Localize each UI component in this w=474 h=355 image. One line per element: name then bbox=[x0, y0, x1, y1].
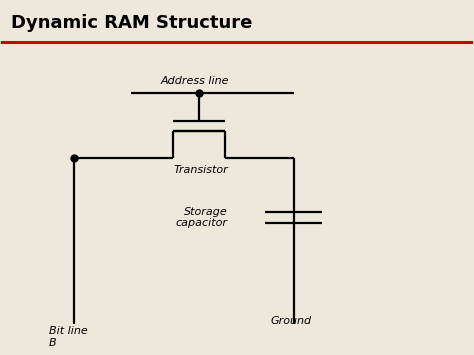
Text: Bit line
B: Bit line B bbox=[48, 326, 87, 348]
Text: Transistor: Transistor bbox=[173, 165, 228, 175]
Text: Address line: Address line bbox=[160, 76, 229, 86]
Text: Storage
capacitor: Storage capacitor bbox=[175, 207, 228, 229]
Text: Ground: Ground bbox=[271, 316, 312, 326]
Text: Dynamic RAM Structure: Dynamic RAM Structure bbox=[11, 14, 252, 32]
